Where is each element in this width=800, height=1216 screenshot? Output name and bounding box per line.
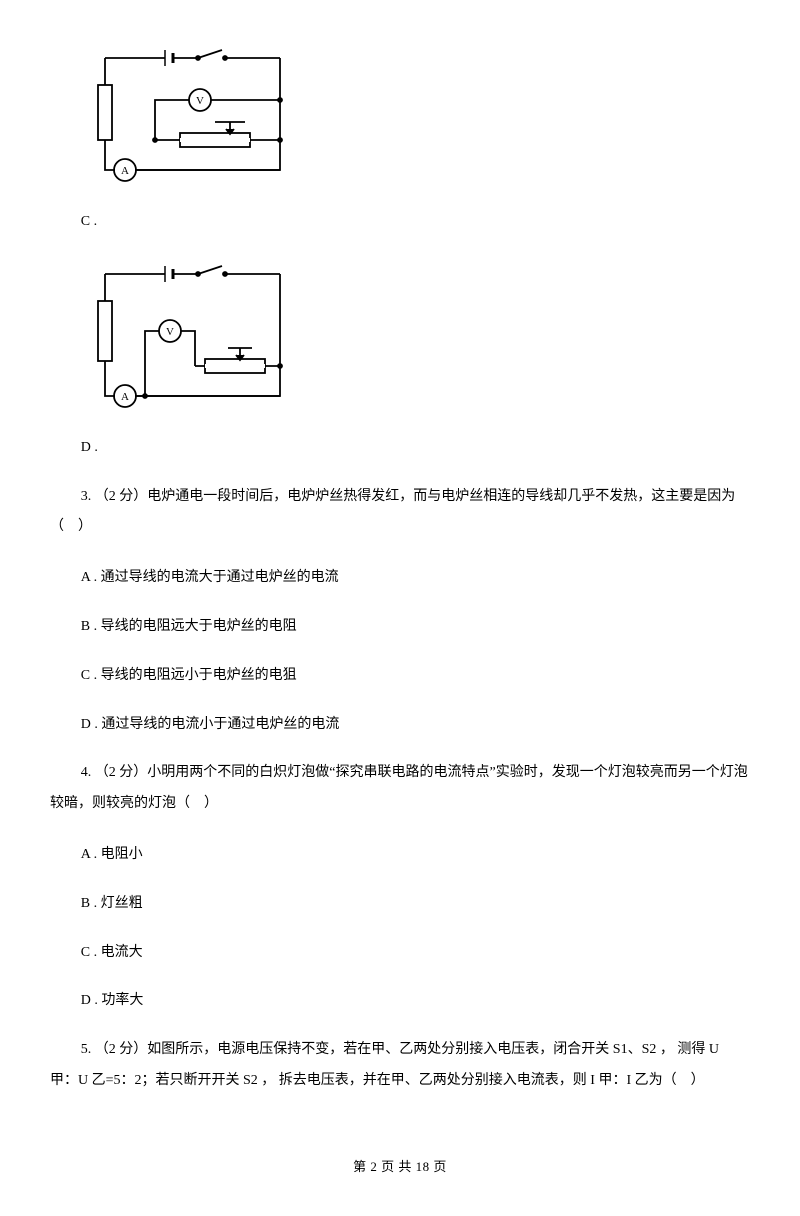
option-c-letter: C .: [50, 207, 750, 238]
q4-option-a: A . 电阻小: [50, 840, 750, 871]
option-c-with-diagram: A V: [80, 40, 750, 192]
svg-text:V: V: [196, 95, 204, 107]
q3-option-b: B . 导线的电阻远大于电炉丝的电阻: [50, 612, 750, 643]
svg-text:A: A: [121, 165, 129, 177]
svg-text:A: A: [121, 391, 129, 403]
option-d-letter: D .: [50, 433, 750, 464]
circuit-diagram-d: A V: [80, 256, 290, 418]
q4-heading: 4. （2 分）小明用两个不同的白炽灯泡做“探究串联电路的电流特点”实验时，发现…: [50, 758, 750, 820]
q3-heading: 3. （2 分）电炉通电一段时间后，电炉炉丝热得发红，而与电炉丝相连的导线却几乎…: [50, 482, 750, 544]
option-d-with-diagram: A V: [80, 256, 750, 418]
q3-option-a: A . 通过导线的电流大于通过电炉丝的电流: [50, 563, 750, 594]
q4-option-c: C . 电流大: [50, 938, 750, 969]
circuit-diagram-c: A V: [80, 40, 290, 192]
svg-text:V: V: [166, 326, 174, 338]
q3-option-d: D . 通过导线的电流小于通过电炉丝的电流: [50, 710, 750, 741]
q4-option-d: D . 功率大: [50, 986, 750, 1017]
page-footer: 第 2 页 共 18 页: [50, 1157, 750, 1177]
q4-option-b: B . 灯丝粗: [50, 889, 750, 920]
q3-option-c: C . 导线的电阻远小于电炉丝的电狙: [50, 661, 750, 692]
q5-heading: 5. （2 分）如图所示，电源电压保持不变，若在甲、乙两处分别接入电压表，闭合开…: [50, 1035, 750, 1097]
